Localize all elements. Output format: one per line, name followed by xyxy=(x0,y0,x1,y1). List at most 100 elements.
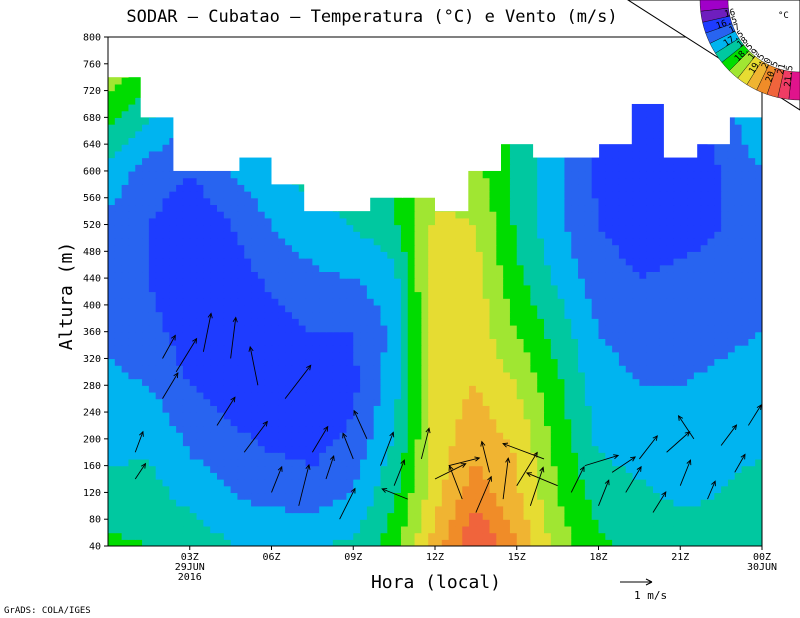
heatmap-cell xyxy=(128,351,136,360)
heatmap-cell xyxy=(128,358,136,366)
heatmap-cell xyxy=(714,418,722,427)
heatmap-cell xyxy=(189,365,198,373)
heatmap-cell xyxy=(530,197,538,206)
heatmap-cell xyxy=(727,425,736,433)
heatmap-cell xyxy=(298,512,307,520)
heatmap-cell xyxy=(625,251,634,259)
heatmap-cell xyxy=(428,324,436,333)
heatmap-cell xyxy=(653,539,661,546)
heatmap-cell xyxy=(469,432,477,440)
heatmap-cell xyxy=(489,539,497,546)
heatmap-cell xyxy=(435,318,443,326)
heatmap-cell xyxy=(264,465,273,473)
heatmap-cell xyxy=(605,465,613,473)
heatmap-cell xyxy=(121,204,130,212)
heatmap-cell xyxy=(114,532,123,540)
heatmap-cell xyxy=(400,398,409,406)
heatmap-cell xyxy=(544,251,552,259)
heatmap-cell xyxy=(755,492,762,500)
heatmap-cell xyxy=(564,318,572,326)
heatmap-cell xyxy=(687,505,695,514)
heatmap-cell xyxy=(598,217,606,226)
heatmap-cell xyxy=(578,358,586,366)
heatmap-cell xyxy=(564,271,572,279)
heatmap-cell xyxy=(632,465,640,473)
heatmap-cell xyxy=(741,412,749,420)
heatmap-cell xyxy=(360,378,368,386)
heatmap-cell xyxy=(305,405,313,413)
heatmap-cell xyxy=(625,398,634,406)
heatmap-cell xyxy=(230,412,239,420)
heatmap-cell xyxy=(291,371,300,380)
heatmap-cell xyxy=(182,231,191,239)
heatmap-cell xyxy=(291,405,300,413)
heatmap-cell xyxy=(544,311,552,319)
heatmap-cell xyxy=(407,499,416,507)
heatmap-cell xyxy=(653,425,661,433)
heatmap-cell xyxy=(169,324,177,333)
heatmap-cell xyxy=(673,224,681,232)
heatmap-cell xyxy=(557,412,566,420)
heatmap-cell xyxy=(475,365,484,373)
heatmap-cell xyxy=(653,519,661,527)
heatmap-cell xyxy=(496,258,504,266)
heatmap-cell xyxy=(326,284,334,293)
heatmap-cell xyxy=(448,318,457,326)
heatmap-cell xyxy=(748,445,756,453)
heatmap-cell xyxy=(680,438,688,447)
heatmap-cell xyxy=(475,458,484,467)
heatmap-cell xyxy=(366,217,375,226)
heatmap-cell xyxy=(128,512,136,520)
heatmap-cell xyxy=(727,271,736,279)
heatmap-cell xyxy=(142,465,150,473)
heatmap-cell xyxy=(693,338,702,346)
heatmap-cell xyxy=(625,525,634,534)
heatmap-cell xyxy=(612,412,620,420)
heatmap-cell xyxy=(380,358,388,366)
heatmap-cell xyxy=(503,211,511,219)
heatmap-cell xyxy=(503,432,511,440)
heatmap-cell xyxy=(721,365,729,373)
heatmap-cell xyxy=(162,452,170,460)
heatmap-cell xyxy=(714,351,722,360)
heatmap-cell xyxy=(428,304,436,313)
heatmap-cell xyxy=(741,385,749,393)
heatmap-cell xyxy=(462,217,470,226)
heatmap-cell xyxy=(291,385,300,393)
heatmap-cell xyxy=(108,304,116,313)
heatmap-cell xyxy=(707,539,715,546)
heatmap-cell xyxy=(448,264,457,273)
heatmap-cell xyxy=(305,351,313,360)
heatmap-cell xyxy=(639,324,647,333)
heatmap-cell xyxy=(482,304,491,313)
heatmap-cell xyxy=(257,378,266,386)
heatmap-cell xyxy=(360,291,368,299)
heatmap-cell xyxy=(298,358,307,366)
heatmap-cell xyxy=(182,318,191,326)
heatmap-cell xyxy=(544,405,552,413)
heatmap-cell xyxy=(251,258,259,266)
heatmap-cell xyxy=(598,304,606,313)
heatmap-cell xyxy=(285,465,293,473)
heatmap-cell xyxy=(544,519,552,527)
heatmap-cell xyxy=(666,224,675,232)
temperature-heatmap xyxy=(108,37,762,546)
heatmap-cell xyxy=(714,264,722,273)
heatmap-cell xyxy=(203,412,211,420)
heatmap-cell xyxy=(217,505,225,514)
heatmap-cell xyxy=(366,311,375,319)
heatmap-cell xyxy=(489,412,497,420)
heatmap-cell xyxy=(360,445,368,453)
heatmap-cell xyxy=(605,211,613,219)
heatmap-cell xyxy=(305,258,313,266)
heatmap-cell xyxy=(707,318,715,326)
heatmap-cell xyxy=(523,318,531,326)
heatmap-cell xyxy=(400,197,409,206)
heatmap-cell xyxy=(400,311,409,319)
heatmap-cell xyxy=(605,512,613,520)
heatmap-cell xyxy=(169,338,177,346)
heatmap-cell xyxy=(448,418,457,427)
heatmap-cell xyxy=(108,465,116,473)
heatmap-cell xyxy=(319,385,327,393)
heatmap-cell xyxy=(244,539,252,546)
